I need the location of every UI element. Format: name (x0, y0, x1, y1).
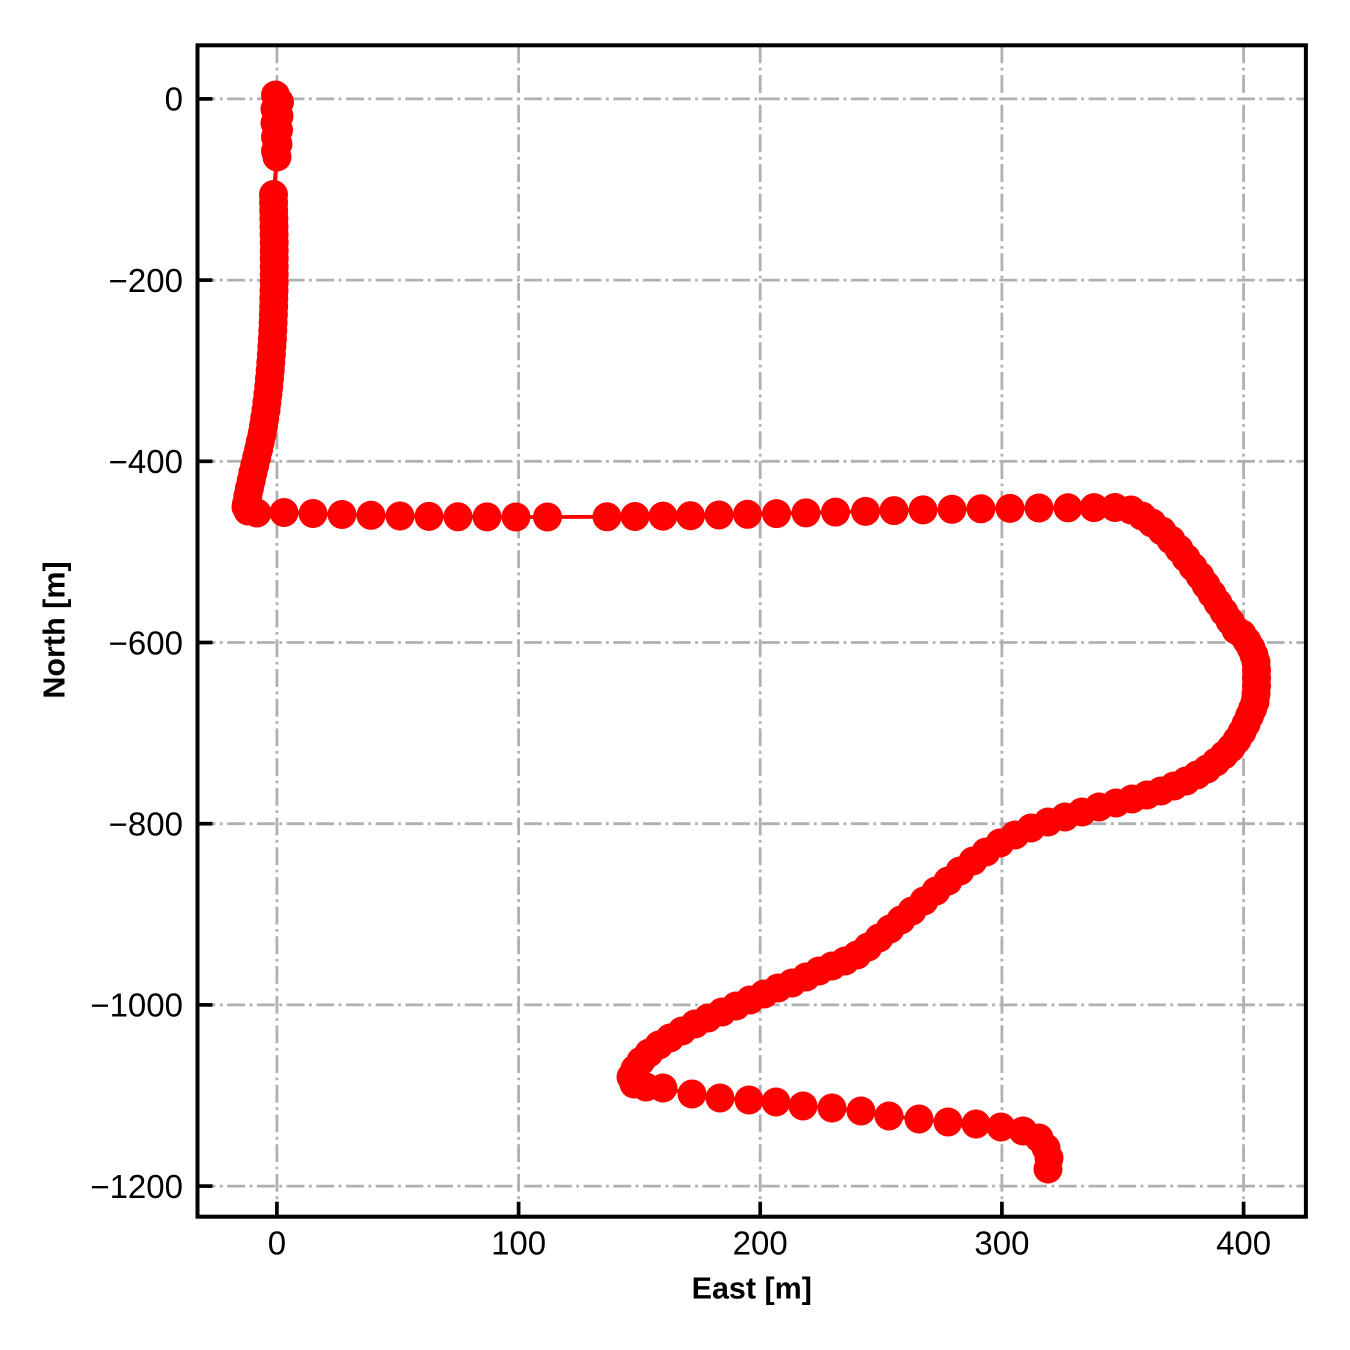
svg-text:−200: −200 (109, 262, 183, 299)
svg-text:−600: −600 (109, 624, 183, 661)
svg-text:0: 0 (268, 1225, 286, 1262)
svg-text:−800: −800 (109, 806, 183, 843)
svg-text:−400: −400 (109, 443, 183, 480)
svg-text:East [m]: East [m] (692, 1271, 812, 1305)
svg-text:0: 0 (165, 81, 183, 118)
svg-text:North [m]: North [m] (37, 561, 71, 698)
svg-text:−1000: −1000 (90, 987, 183, 1024)
svg-text:400: 400 (1216, 1225, 1271, 1262)
svg-text:100: 100 (491, 1225, 546, 1262)
svg-text:−1200: −1200 (90, 1168, 183, 1205)
svg-text:200: 200 (733, 1225, 788, 1262)
svg-text:300: 300 (974, 1225, 1029, 1262)
